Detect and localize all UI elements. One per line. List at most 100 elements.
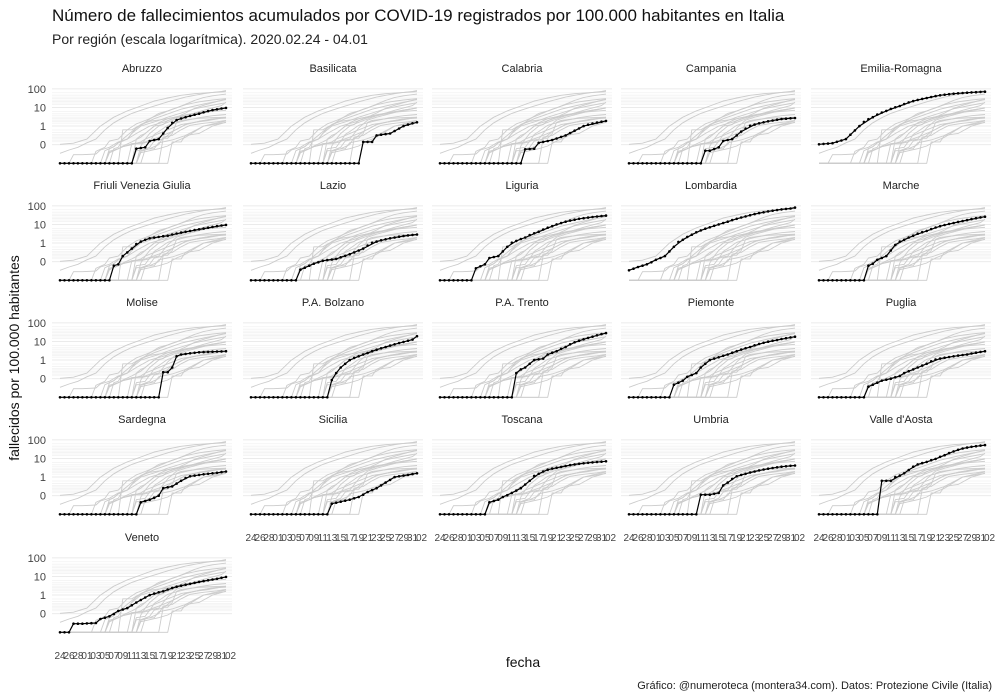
background-series-line xyxy=(60,332,227,398)
data-point xyxy=(586,216,590,219)
background-series-line xyxy=(440,350,607,398)
data-point xyxy=(858,396,861,399)
data-point xyxy=(94,396,98,399)
x-tick-label: 17 xyxy=(344,533,356,544)
background-series-line xyxy=(819,238,986,281)
background-series-line xyxy=(819,355,986,398)
data-point xyxy=(461,396,464,399)
data-point xyxy=(726,353,729,356)
data-point xyxy=(559,221,563,225)
data-point xyxy=(211,472,214,475)
data-point xyxy=(956,220,960,224)
background-series-line xyxy=(251,238,418,281)
x-tick-label: 11 xyxy=(127,651,138,662)
data-point xyxy=(415,472,419,475)
data-point xyxy=(686,513,689,516)
data-point xyxy=(130,396,134,399)
data-point xyxy=(317,513,320,516)
background-series-line xyxy=(251,341,418,398)
data-point xyxy=(285,396,289,399)
data-point xyxy=(81,162,84,165)
data-point xyxy=(117,263,120,266)
background-series-line xyxy=(629,219,796,281)
data-point xyxy=(748,213,752,217)
data-point xyxy=(550,351,554,355)
background-series-line xyxy=(251,237,418,281)
data-point xyxy=(357,249,361,252)
data-point xyxy=(415,121,419,124)
background-series-line xyxy=(251,237,418,281)
data-point xyxy=(193,113,196,116)
data-point xyxy=(894,475,897,479)
background-series-line xyxy=(629,472,796,515)
data-point xyxy=(206,350,210,354)
data-point xyxy=(943,356,946,360)
x-tick-label: 25 xyxy=(569,533,581,544)
data-point xyxy=(215,224,219,228)
panel-title: Toscana xyxy=(502,414,544,426)
data-point xyxy=(193,228,196,232)
data-point xyxy=(379,133,383,136)
data-point xyxy=(817,513,821,516)
data-point xyxy=(470,279,473,282)
data-point xyxy=(645,162,649,165)
background-series-line xyxy=(628,325,796,379)
data-point xyxy=(659,162,662,165)
data-point xyxy=(465,513,469,516)
data-point xyxy=(880,379,884,383)
data-point xyxy=(330,502,334,506)
data-point xyxy=(902,102,906,106)
background-series-line xyxy=(440,210,607,281)
data-point xyxy=(911,234,915,237)
chart-caption: Gráfico: @numeroteca (montera34.com). Da… xyxy=(637,680,992,692)
data-point xyxy=(835,513,839,516)
data-point xyxy=(519,237,523,241)
background-series-line xyxy=(819,237,986,281)
data-point xyxy=(784,207,788,211)
background-series-line xyxy=(60,355,227,398)
data-point xyxy=(76,279,80,282)
background-series-line xyxy=(819,93,986,164)
data-point xyxy=(379,484,383,487)
data-point xyxy=(81,513,84,516)
background-series-line xyxy=(629,116,796,164)
background-series-line xyxy=(60,238,227,281)
x-tick-label: 05 xyxy=(479,533,491,544)
data-point xyxy=(143,146,147,149)
data-point xyxy=(573,341,576,344)
data-point xyxy=(397,235,401,238)
data-point xyxy=(483,396,487,399)
data-point xyxy=(898,104,902,108)
data-point xyxy=(541,140,545,144)
background-series-line xyxy=(629,233,796,281)
data-point xyxy=(406,234,410,237)
data-point xyxy=(479,513,482,516)
data-point xyxy=(510,491,514,495)
data-point xyxy=(179,353,183,356)
data-point xyxy=(326,162,329,165)
data-point xyxy=(170,366,174,369)
data-point xyxy=(143,596,147,599)
background-series-line xyxy=(251,219,418,281)
x-tick-label: 07 xyxy=(488,533,500,544)
background-series-line xyxy=(251,350,418,398)
data-point xyxy=(840,513,843,516)
x-tick-label: 02 xyxy=(984,533,996,544)
panel-toscana: Toscana242628010305070911131517192123252… xyxy=(432,414,616,544)
background-series-line xyxy=(60,458,227,515)
data-point xyxy=(379,239,383,242)
background-series-line xyxy=(629,449,796,515)
data-point xyxy=(627,513,631,516)
data-point xyxy=(708,358,712,362)
data-point xyxy=(474,267,478,270)
data-point xyxy=(166,588,169,591)
panel-title: Abruzzo xyxy=(122,63,162,75)
background-series-line xyxy=(60,101,227,164)
data-point xyxy=(443,396,446,399)
data-point xyxy=(775,466,779,469)
data-point xyxy=(343,362,347,366)
background-series-line xyxy=(60,571,227,633)
panel-title: Calabria xyxy=(502,63,544,75)
